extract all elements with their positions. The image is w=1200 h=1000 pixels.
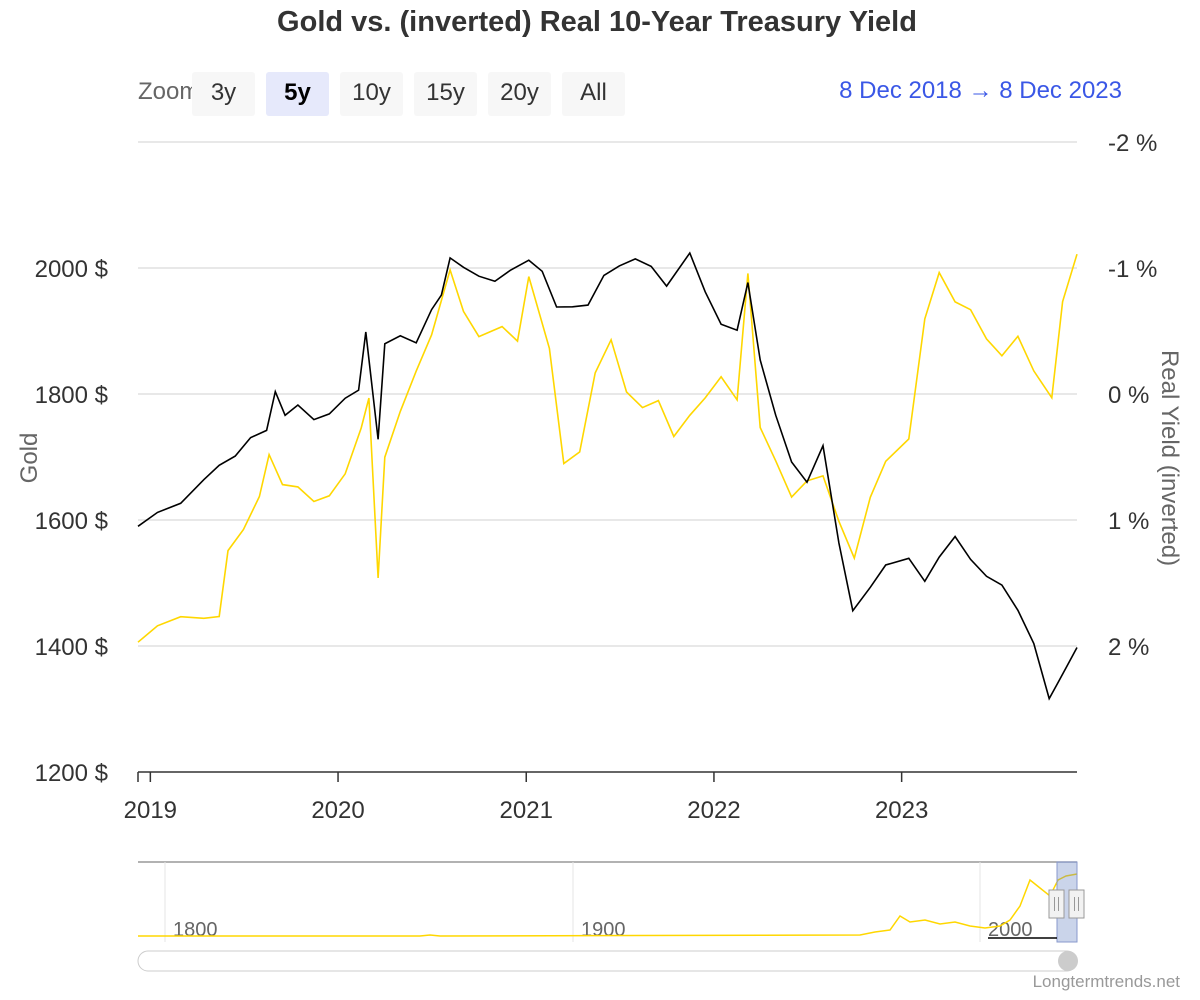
x-tick-label: 2022: [687, 797, 740, 824]
gold-tick-label: 1200 $: [35, 760, 108, 787]
navigator-tick-label: 1900: [581, 919, 626, 941]
zoom-label: Zoom: [138, 78, 200, 105]
yield-tick-label: 1 %: [1108, 508, 1149, 535]
chart-title: Gold vs. (inverted) Real 10-Year Treasur…: [277, 6, 917, 38]
yield-tick-label: 0 %: [1108, 382, 1149, 409]
x-tick-label: 2019: [124, 797, 177, 824]
navigator[interactable]: 1800 1900 2000: [138, 861, 1085, 943]
yield-tick-label: -2 %: [1108, 130, 1157, 157]
navigator-tick-label: 1800: [173, 919, 218, 941]
credits-link[interactable]: Longtermtrends.net: [1032, 972, 1180, 991]
navigator-tick-label: 2000: [988, 919, 1033, 941]
gold-tick-label: 1400 $: [35, 634, 108, 661]
yield-tick-label: -1 %: [1108, 256, 1157, 283]
range-from[interactable]: 8 Dec 2018: [839, 77, 962, 104]
zoom-10y-button[interactable]: 10y: [340, 72, 403, 116]
gold-tick-label: 1600 $: [35, 508, 108, 535]
navigator-series: [138, 873, 1078, 937]
range-to[interactable]: 8 Dec 2023: [999, 77, 1122, 104]
date-range-display[interactable]: 8 Dec 2018 → 8 Dec 2023: [839, 77, 1122, 105]
navigator-background: [138, 862, 1077, 942]
zoom-15y-button[interactable]: 15y: [414, 72, 477, 116]
navigator-left-handle[interactable]: [1048, 889, 1065, 919]
gold-tick-label: 1800 $: [35, 382, 108, 409]
range-arrow: →: [961, 77, 1000, 104]
gold-tick-label: 2000 $: [35, 256, 108, 283]
scrollbar-track[interactable]: [137, 950, 1078, 972]
zoom-3y-button[interactable]: 3y: [192, 72, 255, 116]
yield-axis-ticks: -2 % -1 % 0 % 1 % 2 %: [1108, 130, 1157, 661]
grid-lines: [138, 141, 1077, 647]
yield-tick-label: 2 %: [1108, 634, 1149, 661]
series-line-gold: [137, 251, 1078, 701]
navigator-right-handle[interactable]: [1068, 889, 1085, 919]
zoom-5y-button[interactable]: 5y: [266, 72, 329, 116]
scrollbar-thumb[interactable]: [1058, 951, 1078, 971]
gold-axis-ticks: 1200 $ 1400 $ 1600 $ 1800 $ 2000 $: [35, 256, 108, 787]
x-tick-label: 2020: [311, 797, 364, 824]
x-tick-label: 2021: [500, 797, 553, 824]
yield-axis-title: Real Yield (inverted): [1156, 350, 1183, 566]
x-tick-label: 2023: [875, 797, 928, 824]
zoom-20y-button[interactable]: 20y: [488, 72, 551, 116]
scrollbar[interactable]: [137, 950, 1078, 972]
gold-axis-title: Gold: [16, 433, 43, 484]
zoom-all-button[interactable]: All: [562, 72, 625, 116]
series-layer: [137, 251, 1078, 701]
series-line-real-yield: [137, 253, 1078, 643]
x-axis-ticks: 2019 2020 2021 2022 2023: [124, 772, 928, 824]
